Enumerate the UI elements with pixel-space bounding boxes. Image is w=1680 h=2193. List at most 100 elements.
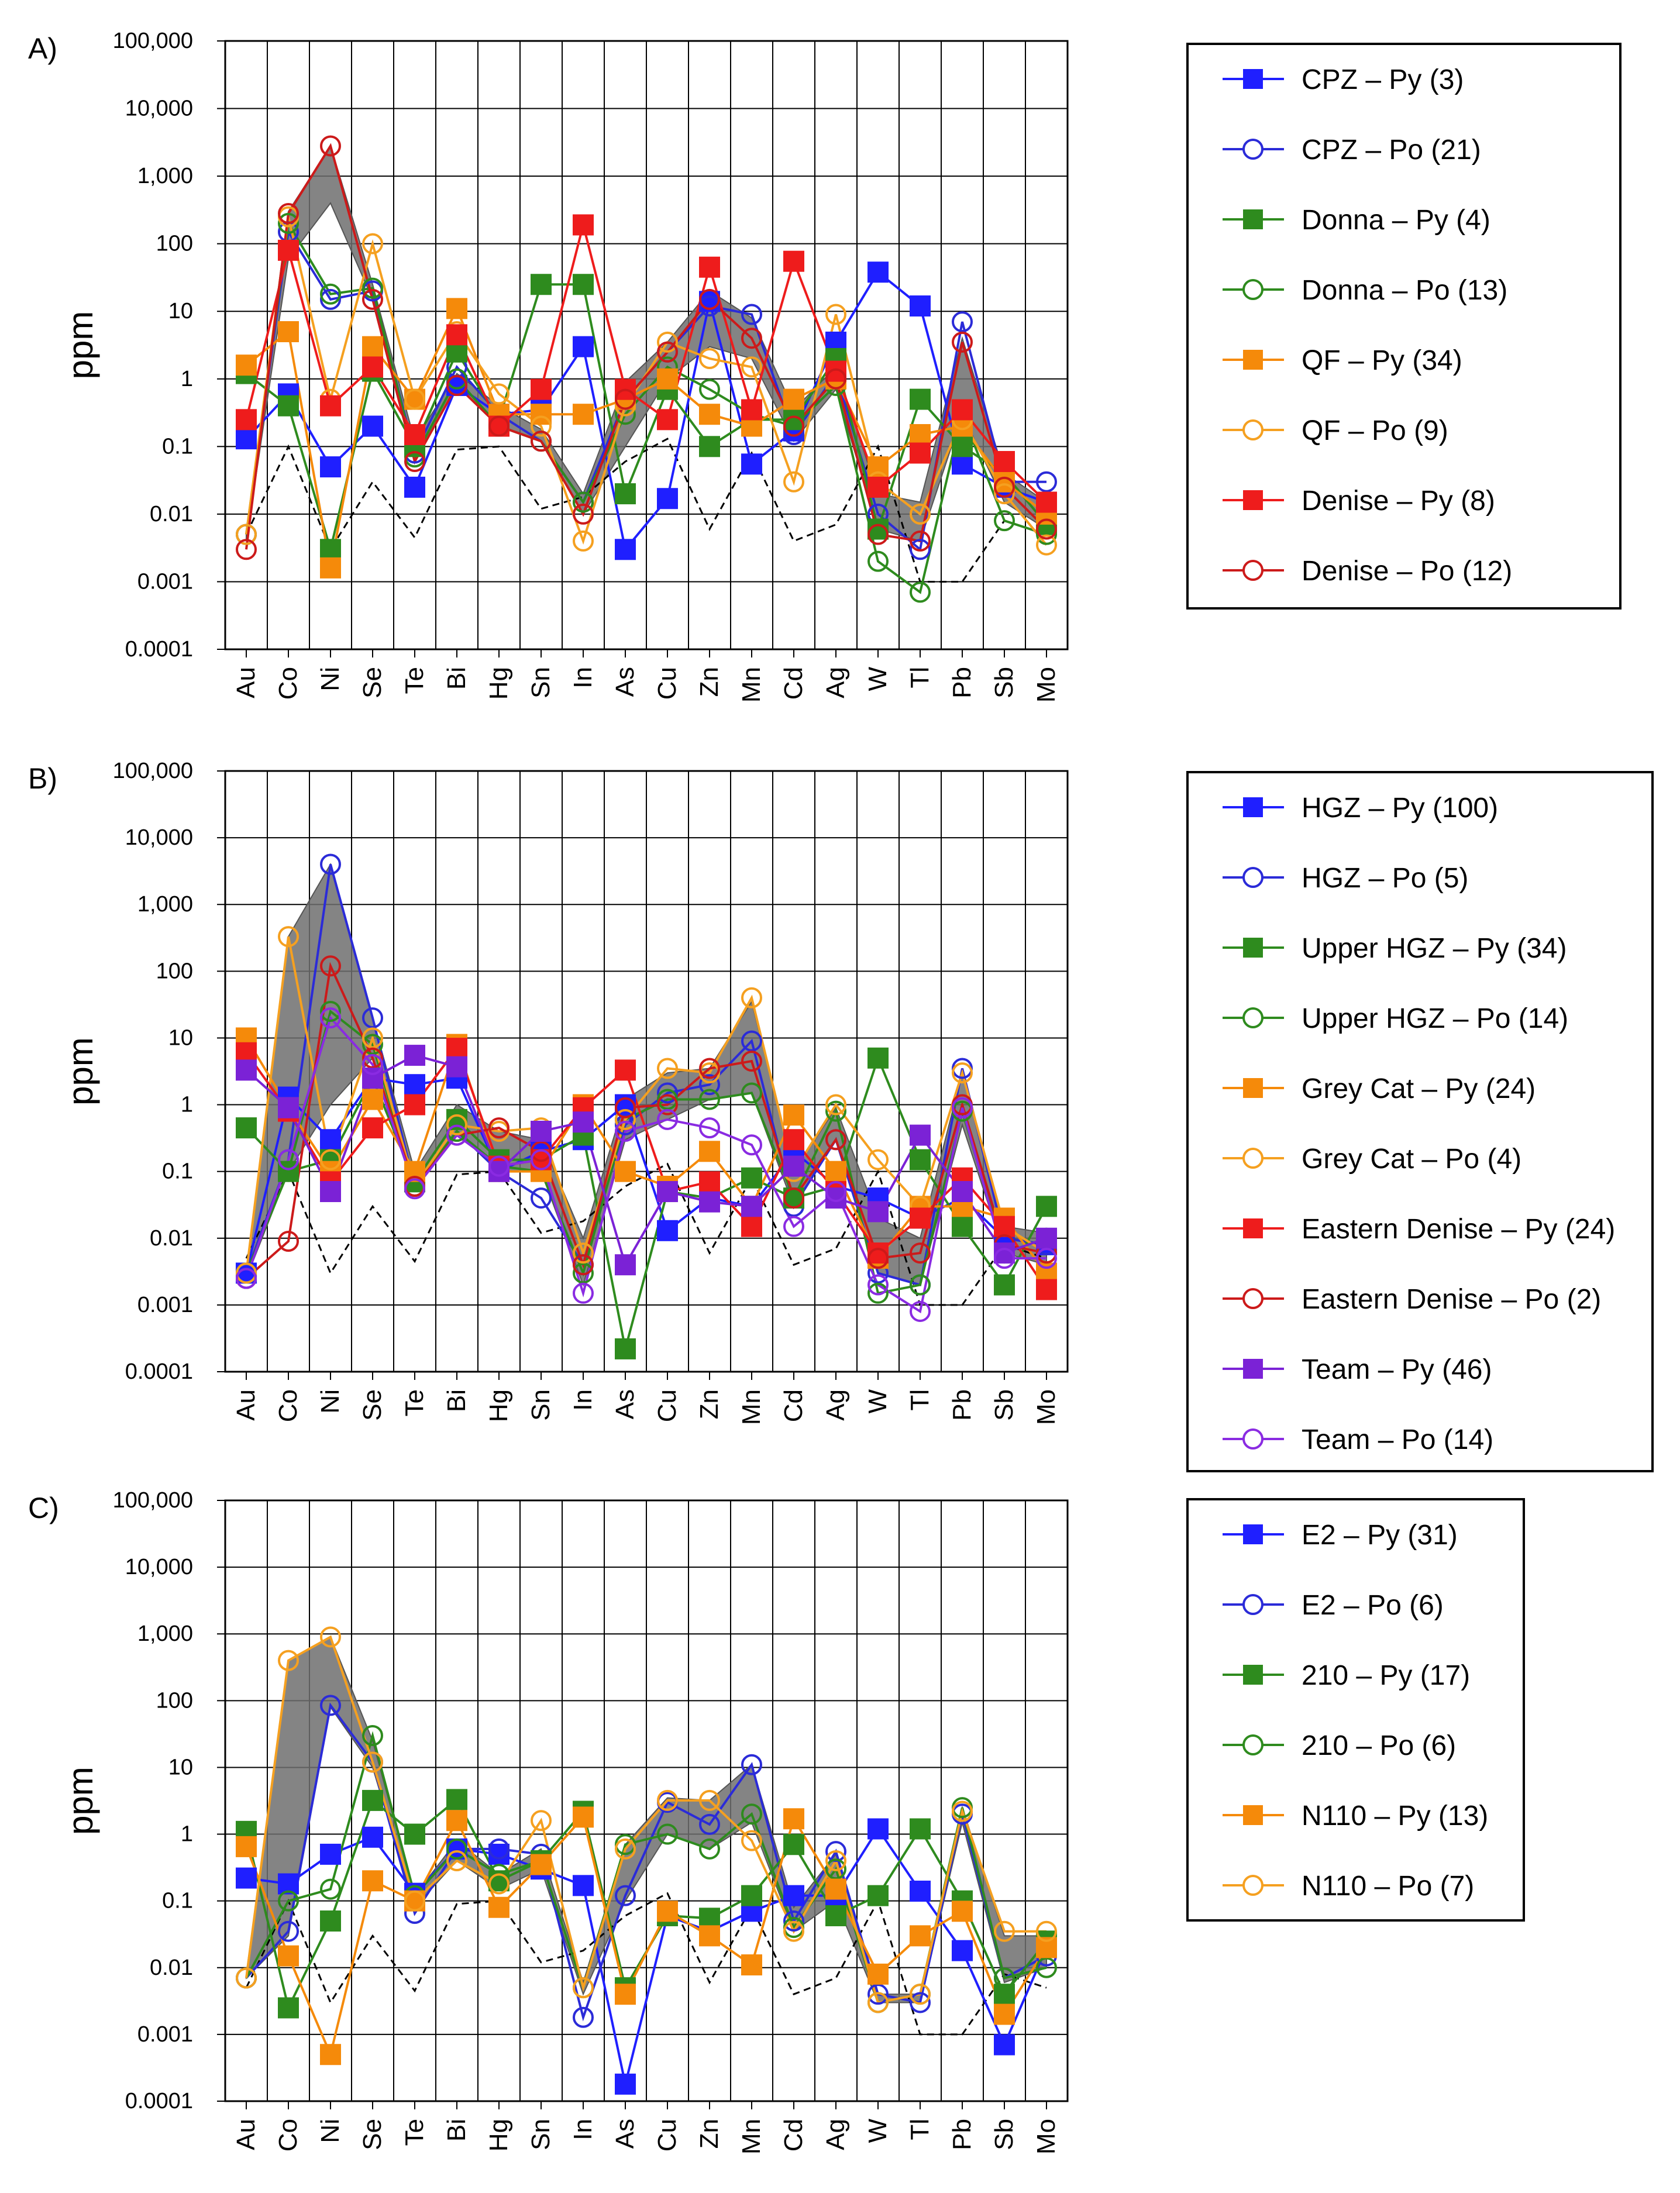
x-tick-label: Cd [779, 1389, 808, 1422]
data-point [236, 1967, 257, 1989]
data-point [1036, 1920, 1057, 1942]
series-markers-4 [236, 1806, 1057, 2065]
data-point [952, 311, 973, 333]
x-tick-label: Cd [779, 667, 808, 700]
x-tick-label: Bi [442, 1389, 471, 1412]
data-point [320, 1695, 341, 1716]
data-point [362, 356, 383, 378]
y-axis-label: ppm [61, 1037, 100, 1106]
data-point [488, 415, 509, 437]
data-point [278, 1920, 299, 1942]
data-point [1036, 1248, 1057, 1269]
data-point [783, 250, 804, 272]
y-tick-label: 100,000 [113, 759, 193, 783]
data-point [446, 1114, 467, 1135]
data-point [994, 1967, 1015, 1989]
data-point [1036, 518, 1057, 540]
data-point [825, 1850, 846, 1871]
data-point [446, 1850, 467, 1871]
data-point [994, 1248, 1015, 1269]
x-tick-label: Au [232, 1389, 260, 1421]
data-point [488, 383, 509, 405]
data-point [867, 261, 889, 283]
data-point [531, 415, 552, 437]
data-point [741, 1134, 762, 1156]
data-point [446, 1038, 467, 1059]
plot-frame [224, 1499, 1069, 2102]
data-point [741, 1830, 762, 1851]
data-point [783, 1910, 804, 1932]
data-point [783, 1187, 804, 1209]
data-point [573, 2006, 594, 2028]
data-point [362, 233, 383, 254]
y-tick-label: 0.001 [137, 1293, 193, 1317]
data-point [404, 476, 425, 498]
legend-marker [1242, 1875, 1264, 1896]
data-point [362, 1826, 383, 1848]
data-point [699, 1191, 720, 1213]
data-point [910, 1925, 931, 1947]
data-point [320, 283, 341, 305]
x-tick-label: Hg [484, 2119, 513, 2151]
data-point [531, 1120, 552, 1142]
data-point [362, 1789, 383, 1811]
data-point [994, 1920, 1015, 1942]
data-point [236, 1268, 257, 1289]
data-point [404, 1045, 425, 1066]
legend-marker [1243, 1359, 1263, 1379]
data-point [699, 1141, 720, 1162]
data-point [699, 1925, 720, 1947]
data-point [910, 442, 931, 464]
y-tick-label: 0.0001 [125, 2089, 193, 2113]
data-point [1036, 524, 1057, 545]
data-point [404, 450, 425, 472]
legend-box [1186, 1498, 1525, 1922]
data-point [699, 1171, 720, 1193]
y-tick-label: 1 [181, 1822, 193, 1847]
data-point [362, 1034, 383, 1055]
x-tick-label: Mo [1032, 667, 1061, 703]
data-point [699, 1074, 720, 1096]
data-point [615, 483, 636, 505]
x-tick-label: W [863, 667, 892, 691]
data-point [994, 1216, 1015, 1237]
data-point [573, 1875, 594, 1896]
data-point [699, 1089, 720, 1110]
legend-marker [1243, 1665, 1263, 1685]
series-line [245, 143, 1048, 550]
data-point [1036, 1957, 1057, 1978]
data-point [825, 1100, 846, 1122]
data-point [1036, 1279, 1057, 1300]
data-point [867, 1149, 889, 1170]
data-point [531, 1810, 552, 1831]
panel-b: B) 100,000 10,000 1,000 100 10 1 0.1 0.01 0.001 0.… [28, 759, 1654, 1472]
data-point [910, 539, 931, 560]
data-point [657, 488, 678, 509]
x-tick-label: Ni [316, 2119, 345, 2143]
data-point [278, 1161, 299, 1182]
data-point [320, 1843, 341, 1865]
data-point [531, 1149, 552, 1170]
data-point [615, 1984, 636, 2005]
data-point [573, 1262, 594, 1284]
y-tick-label: 0.1 [162, 1159, 193, 1184]
data-point [236, 1262, 257, 1284]
legend-label: Upper HGZ – Po (14) [1302, 1003, 1568, 1034]
data-point [615, 1838, 636, 1860]
data-point [867, 1885, 889, 1906]
data-point [573, 530, 594, 552]
y-tick-label: 10,000 [125, 97, 193, 121]
data-point [320, 1181, 341, 1203]
y-tick-label: 1,000 [137, 164, 193, 188]
legend-label: N110 – Po (7) [1302, 1871, 1474, 1902]
data-point [488, 1896, 509, 1918]
x-tick-label: In [569, 2119, 597, 2140]
data-point [278, 321, 299, 343]
y-tick-label: 10,000 [125, 825, 193, 850]
data-point [236, 1042, 257, 1063]
reference-line [245, 438, 1047, 583]
legend-marker [1243, 797, 1263, 817]
data-point [404, 424, 425, 445]
y-tick-label: 0.001 [137, 569, 193, 594]
data-point [362, 1117, 383, 1139]
